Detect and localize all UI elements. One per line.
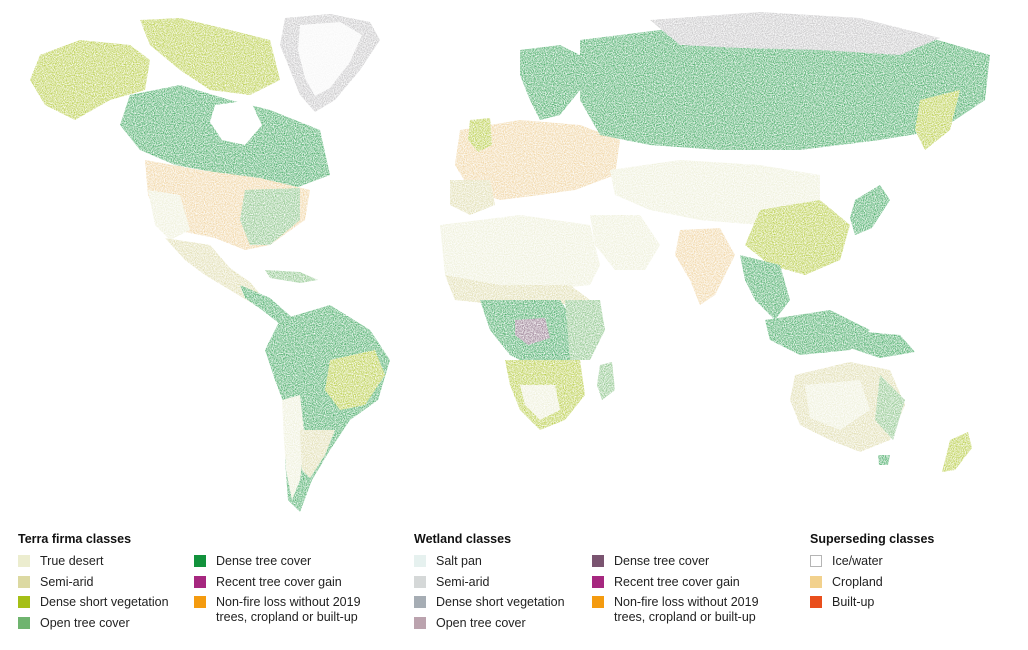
legend-title-superseding: Superseding classes — [810, 532, 935, 546]
legend-swatch — [810, 555, 822, 567]
australia-interior — [805, 380, 870, 430]
arctic-siberia — [650, 12, 940, 55]
argentina — [300, 430, 335, 478]
legend-swatch — [194, 555, 206, 567]
legend-label: Semi-arid — [436, 574, 490, 589]
kamchatka — [915, 90, 960, 150]
legend-label: Dense short vegetation — [40, 595, 169, 609]
legend-label: Recent tree cover gain — [614, 574, 740, 589]
legend-label: Non-fire loss without 2019 trees, cropla… — [216, 595, 361, 624]
central-america — [240, 285, 295, 328]
legend-superseding-columns: Ice/water Cropland Built-up — [810, 554, 1010, 616]
legend-swatch — [194, 596, 206, 608]
alaska — [30, 40, 150, 120]
legend-item-wetland-0-3: Open tree cover — [414, 616, 592, 631]
japan — [850, 185, 890, 235]
legend-item-wetland-1-2: Non-fire loss without 2019 trees, cropla… — [592, 595, 802, 625]
legend-swatch — [414, 575, 426, 588]
legend-label: Open tree cover — [40, 615, 130, 630]
andes-arid — [282, 395, 305, 500]
legend-label: Dense tree cover — [216, 554, 312, 568]
legend-item-wetland-0-2: Dense short vegetation — [414, 595, 592, 610]
usa-east-forest — [240, 188, 300, 245]
legend-label: Semi-arid — [40, 574, 94, 589]
legend-item-superseding-0-1: Cropland — [810, 575, 1010, 590]
legend-label: Built-up — [832, 595, 875, 609]
legend-item-terra-0-0: True desert — [18, 554, 194, 569]
legend-label: Dense short vegetation — [436, 595, 565, 609]
legend-terra-columns: True desert Semi-arid Dense short vegetati… — [18, 554, 404, 636]
legend-item-superseding-0-2: Built-up — [810, 595, 1010, 610]
kalahari — [520, 385, 560, 420]
tasmania — [878, 455, 890, 465]
legend-item-superseding-0-0: Ice/water — [810, 554, 1010, 569]
legend-wetland-columns: Salt pan Semi-arid Dense short vegetation O… — [414, 554, 802, 636]
madagascar — [597, 362, 615, 400]
legend-item-wetland-0-0: Salt pan — [414, 554, 592, 569]
legend-label: Non-fire loss without 2019 trees, cropla… — [614, 595, 759, 624]
china-east — [745, 200, 850, 275]
legend-swatch — [592, 575, 604, 588]
sahara — [440, 215, 600, 290]
legend-item-wetland-0-1: Semi-arid — [414, 575, 592, 590]
legend-terra: Terra firma classes True desert Semi-arid… — [18, 532, 404, 636]
arabia — [590, 215, 660, 270]
usa-west-arid — [148, 190, 190, 240]
legend-label: Recent tree cover gain — [216, 574, 342, 589]
legend-item-terra-1-0: Dense tree cover — [194, 554, 404, 569]
brazil-savanna — [325, 350, 385, 410]
legend-label: Ice/water — [832, 554, 883, 568]
legend-label: Open tree cover — [436, 615, 526, 630]
sahel — [445, 275, 590, 305]
legend-item-terra-0-2: Dense short vegetation — [18, 595, 194, 610]
scandinavia — [520, 45, 590, 120]
legend-label: Cropland — [832, 574, 883, 589]
legend-wetland: Wetland classes Salt pan Semi-arid Dense s… — [414, 532, 802, 636]
canadian-arctic — [140, 18, 280, 95]
mexico — [165, 238, 265, 305]
congo-wetland — [515, 318, 550, 345]
legend-item-terra-0-1: Semi-arid — [18, 575, 194, 590]
greenland-ice — [298, 22, 362, 96]
legend-swatch — [414, 616, 426, 629]
legend-item-wetland-1-0: Dense tree cover — [592, 554, 802, 569]
legend-title-wetland: Wetland classes — [414, 532, 512, 546]
europe — [455, 120, 620, 200]
australia-east-coast — [875, 375, 905, 440]
legend-label: Dense tree cover — [614, 554, 710, 568]
legend-swatch — [414, 555, 426, 567]
hudson-bay — [210, 100, 262, 145]
legend-swatch — [18, 596, 30, 608]
new-zealand — [942, 432, 972, 472]
legend-swatch — [18, 616, 30, 629]
legend-swatch — [18, 555, 30, 567]
british-isles — [468, 118, 492, 152]
legend-label: Salt pan — [436, 554, 482, 568]
southeast-asia — [740, 255, 790, 320]
indonesia — [765, 310, 870, 355]
new-guinea — [845, 330, 915, 358]
legend-label: True desert — [40, 554, 104, 568]
legend-item-terra-0-3: Open tree cover — [18, 616, 194, 631]
world-land-cover-map — [30, 12, 990, 512]
legend-title-terra: Terra firma classes — [18, 532, 132, 546]
iberia — [450, 180, 495, 215]
legend-item-terra-1-1: Recent tree cover gain — [194, 575, 404, 590]
legend-item-wetland-1-1: Recent tree cover gain — [592, 575, 802, 590]
caribbean-cuba — [265, 270, 318, 283]
legend-swatch — [414, 596, 426, 608]
legend-swatch — [810, 596, 822, 608]
legend-item-terra-1-2: Non-fire loss without 2019 trees, cropla… — [194, 595, 404, 625]
legend-superseding: Superseding classes Ice/water Cropland Bui… — [810, 532, 1010, 616]
india — [675, 228, 735, 305]
legend-swatch — [592, 596, 604, 608]
legend-swatch — [18, 575, 30, 588]
legend-swatch — [194, 575, 206, 588]
legend-swatch — [810, 575, 822, 588]
east-africa — [565, 300, 605, 360]
legend-swatch — [592, 555, 604, 567]
